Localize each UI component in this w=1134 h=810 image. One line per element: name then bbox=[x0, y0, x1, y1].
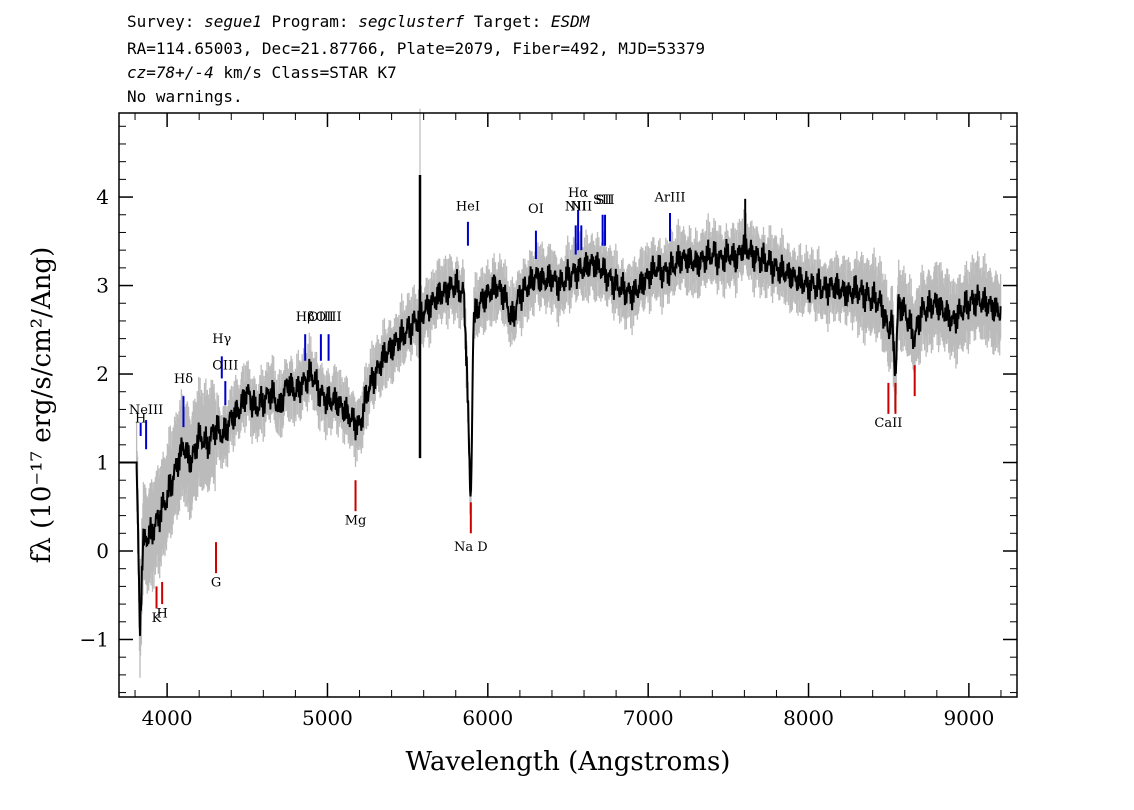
y-tick-label-4: 3 bbox=[96, 274, 109, 298]
plot-frame bbox=[118, 112, 1018, 698]
header-line-2: RA=114.65003, Dec=21.87766, Plate=2079, … bbox=[127, 39, 705, 58]
y-tick-label-0: −1 bbox=[80, 627, 109, 651]
emission-line-label-2: Hδ bbox=[174, 372, 193, 387]
y-tick-label-2: 1 bbox=[96, 451, 109, 475]
emission-line-label-4: OIII bbox=[212, 359, 238, 374]
x-tick-label-2: 6000 bbox=[462, 706, 513, 730]
absorption-line-label-3: Mg bbox=[345, 513, 367, 528]
emission-line-label-11: Hα bbox=[568, 186, 588, 201]
header-line-4: No warnings. bbox=[127, 87, 243, 106]
x-tick-label-4: 8000 bbox=[783, 706, 834, 730]
absorption-line-label-1: H bbox=[156, 606, 167, 621]
x-tick-label-1: 5000 bbox=[302, 706, 353, 730]
class-text: km/s Class=STAR K7 bbox=[213, 63, 397, 82]
header-line-1: Survey: segue1 Program: segclusterf Targ… bbox=[127, 11, 589, 33]
absorption-line-label-5: CaII bbox=[874, 416, 902, 431]
y-tick-label-3: 2 bbox=[96, 362, 109, 386]
emission-line-label-14: SII bbox=[595, 193, 614, 208]
emission-line-label-3: Hγ bbox=[212, 332, 231, 347]
y-axis-title: fλ (10⁻¹⁷ erg/s/cm²/Ang) bbox=[27, 247, 57, 563]
survey-value: segue1 bbox=[204, 12, 262, 31]
flux-series bbox=[119, 174, 1002, 636]
absorption-line-label-2: G bbox=[211, 575, 221, 590]
emission-line-label-12: NII bbox=[570, 199, 592, 214]
program-value: segclusterf bbox=[358, 12, 465, 31]
emission-line-label-10: NII bbox=[565, 199, 587, 214]
target-label: Target: bbox=[464, 12, 551, 31]
axis-ticks: 4000 5000 6000 7000 8000 9000 −1 0 1 2 3 4 bbox=[80, 113, 1017, 730]
emission-line-label-8: HeI bbox=[456, 199, 480, 214]
emission-line-label-6: OIII bbox=[308, 310, 334, 325]
emission-line-label-15: ArIII bbox=[653, 190, 685, 205]
emission-line-label-1: NeIII bbox=[129, 403, 163, 418]
y-tick-label-5: 4 bbox=[96, 185, 109, 209]
x-tick-label-0: 4000 bbox=[142, 706, 193, 730]
emission-line-label-13: SII bbox=[593, 193, 612, 208]
target-value: ESDM bbox=[550, 12, 590, 31]
x-tick-label-5: 9000 bbox=[943, 706, 994, 730]
flux-line bbox=[119, 233, 1002, 636]
absorption-line-label-4: Na D bbox=[454, 540, 488, 555]
header-line-3: cz=78+/-4 km/s Class=STAR K7 bbox=[127, 62, 397, 84]
x-tick-label-3: 7000 bbox=[623, 706, 674, 730]
emission-line-label-7: OIII bbox=[316, 310, 342, 325]
x-axis-title: Wavelength (Angstroms) bbox=[406, 747, 731, 777]
emission-line-label-0: H bbox=[135, 412, 146, 427]
emission-line-label-5: Hβ bbox=[296, 310, 315, 325]
survey-label: Survey: bbox=[127, 12, 205, 31]
emission-line-label-9: OI bbox=[528, 202, 544, 217]
program-label: Program: bbox=[261, 12, 359, 31]
y-tick-label-1: 0 bbox=[96, 539, 109, 563]
absorption-line-label-0: K bbox=[152, 611, 162, 626]
redshift-value: cz=78+/-4 bbox=[127, 63, 214, 82]
